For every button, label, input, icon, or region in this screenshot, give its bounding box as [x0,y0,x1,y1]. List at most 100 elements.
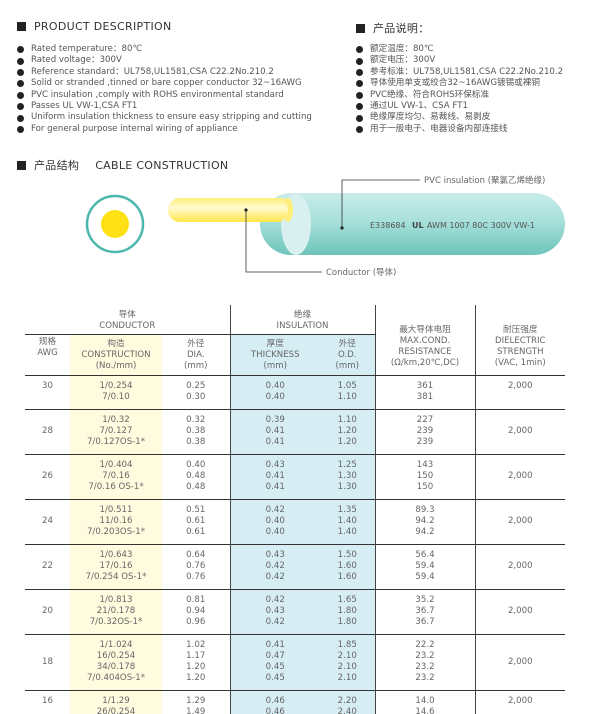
resistance-cell: 361 381 [374,375,475,410]
thickness-cell: 0.43 0.42 0.42 [229,544,320,590]
od-header: 外径 O.D. (mm) [320,334,375,376]
header-line: 外径 [338,338,356,349]
awg-cell: 22 [25,544,70,590]
description-item: Rated voltage：300V [17,55,312,66]
construction-value: 7/0.32OS-1* [89,617,143,627]
resistance-value: 23.2 [415,673,435,683]
construction-cell: 1/0.254 7/0.10 [70,375,162,410]
resistance-cell: 14.0 14.6 [374,690,475,714]
resistance-value: 36.7 [415,617,435,627]
description-item: Reference standard：UL758,UL1581,CSA C22.… [17,67,312,78]
dia-value: 0.32 [186,415,206,425]
cable-print-rating: AWM 1007 80C 300V VW-1 [427,221,535,230]
resistance-value: 239 [416,426,434,436]
heading-en: CABLE CONSTRUCTION [95,158,229,172]
awg-cell: 16 [25,690,70,714]
dielectric-value: 2,000 [507,656,533,667]
header-line: (mm) [263,360,287,371]
awg-header: 规格 AWG [25,334,70,376]
thickness-header: 厚度 THICKNESS (mm) [229,334,320,376]
dia-cell: 0.40 0.48 0.48 [162,454,230,500]
dia-cell: 1.29 1.49 [162,690,230,714]
od-cell: 1.85 2.10 2.10 2.10 [320,634,375,691]
dia-header: 外径 DIA. (mm) [162,334,230,376]
od-value: 2.10 [337,662,357,672]
construction-cell: 1/0.643 17/0.16 7/0.254 OS-1* [70,544,162,590]
table-row: 22 1/0.643 17/0.16 7/0.254 OS-1* 0.64 0.76 0.7… [25,544,565,590]
od-value: 1.80 [337,617,357,627]
awg-value: 22 [42,561,53,571]
construction-value: 7/0.127OS-1* [86,437,146,447]
od-value: 1.60 [337,572,357,582]
dielectric-value: 2,000 [507,516,533,526]
od-cell: 1.50 1.60 1.60 [320,544,375,590]
awg-value: 16 [42,696,53,706]
resistance-cell: 56.4 59.4 59.4 [374,544,475,590]
dielectric-cell: 2,000 [474,499,565,545]
awg-cell: 20 [25,589,70,635]
construction-value: 7/0.127 [99,426,133,436]
dia-value: 1.17 [186,651,206,661]
construction-value: 11/0.16 [99,516,133,526]
thickness-value: 0.46 [265,696,285,706]
resistance-value: 150 [416,471,434,481]
construction-cell: 1/0.511 11/0.16 7/0.203OS-1* [70,499,162,545]
description-item: PVC绝缘、符合ROHS环保标准 [356,90,563,101]
dia-value: 1.49 [186,707,206,714]
od-cell: 1.35 1.40 1.40 [320,499,375,545]
resistance-value: 361 [416,381,434,391]
header-line: DIA. [186,349,205,360]
dia-cell: 0.51 0.61 0.61 [162,499,230,545]
table-row: 30 1/0.254 7/0.10 0.25 0.30 0.40 0.40 1.05 1.10 3… [25,375,565,410]
construction-value: 1/0.404 [99,460,133,470]
dielectric-value: 2,000 [507,471,533,481]
resistance-value: 150 [416,482,434,492]
od-value: 1.35 [337,505,357,515]
resistance-value: 59.4 [415,572,435,582]
od-value: 1.20 [337,437,357,447]
od-cell: 1.05 1.10 [320,375,375,410]
thickness-value: 0.42 [265,572,285,582]
header-line: 最大导体电阻 [399,325,451,335]
resistance-value: 14.6 [415,707,435,714]
header-line: AWG [37,348,58,358]
table-row: 24 1/0.511 11/0.16 7/0.203OS-1* 0.51 0.61 0.61… [25,499,565,545]
table-row: 28 1/0.32 7/0.127 7/0.127OS-1* 0.32 0.38 0.38 0… [25,409,565,455]
dia-value: 1.02 [186,640,206,650]
resistance-value: 36.7 [415,606,435,616]
description-item: 用于一般电子、电器设备内部连接线 [356,124,563,135]
construction-cell: 1/1.29 26/0.254 [70,690,162,714]
header-line: (mm) [335,360,359,371]
description-item: Passes UL VW-1,CSA FT1 [17,101,312,112]
construction-value: 7/0.16 OS-1* [88,482,144,492]
od-value: 2.40 [337,707,357,714]
thickness-value: 0.41 [265,482,285,492]
dia-value: 0.81 [186,595,206,605]
awg-value: 30 [42,381,53,391]
thickness-cell: 0.46 0.46 [229,690,320,714]
insulation-callout: PVC insulation (聚氯乙烯绝缘) [340,175,545,230]
resistance-value: 59.4 [415,561,435,571]
construction-value: 34/0.178 [96,662,136,672]
cable-print-code: E338684 [370,221,406,230]
thickness-value: 0.43 [265,550,285,560]
od-value: 2.10 [337,651,357,661]
resistance-cell: 89.3 94.2 94.2 [374,499,475,545]
construction-cell: 1/1.024 16/0.254 34/0.178 7/0.404OS-1* [70,634,162,691]
od-value: 1.10 [337,415,357,425]
dielectric-value: 2,000 [507,606,533,616]
insulation-group-header: 绝缘 INSULATION [229,305,375,335]
thickness-value: 0.41 [265,640,285,650]
table-row: 16 1/1.29 26/0.254 1.29 1.49 0.46 0.46 2.20 2.40… [25,690,565,714]
thickness-value: 0.43 [265,606,285,616]
cable-diagram: PVC insulation (聚氯乙烯绝缘) Conductor (导体) E… [85,175,565,278]
od-value: 1.40 [337,527,357,537]
dia-cell: 1.02 1.17 1.20 1.20 [162,634,230,691]
cable-construction-heading: 产品结构 CABLE CONSTRUCTION [17,157,228,173]
heading-text: PRODUCT DESCRIPTION [34,20,172,33]
resistance-cell: 227 239 239 [374,409,475,455]
construction-value: 7/0.203OS-1* [86,527,146,537]
description-item: 额定温度：80℃ [356,44,563,55]
square-bullet-icon [17,22,26,31]
dia-value: 0.64 [186,550,206,560]
